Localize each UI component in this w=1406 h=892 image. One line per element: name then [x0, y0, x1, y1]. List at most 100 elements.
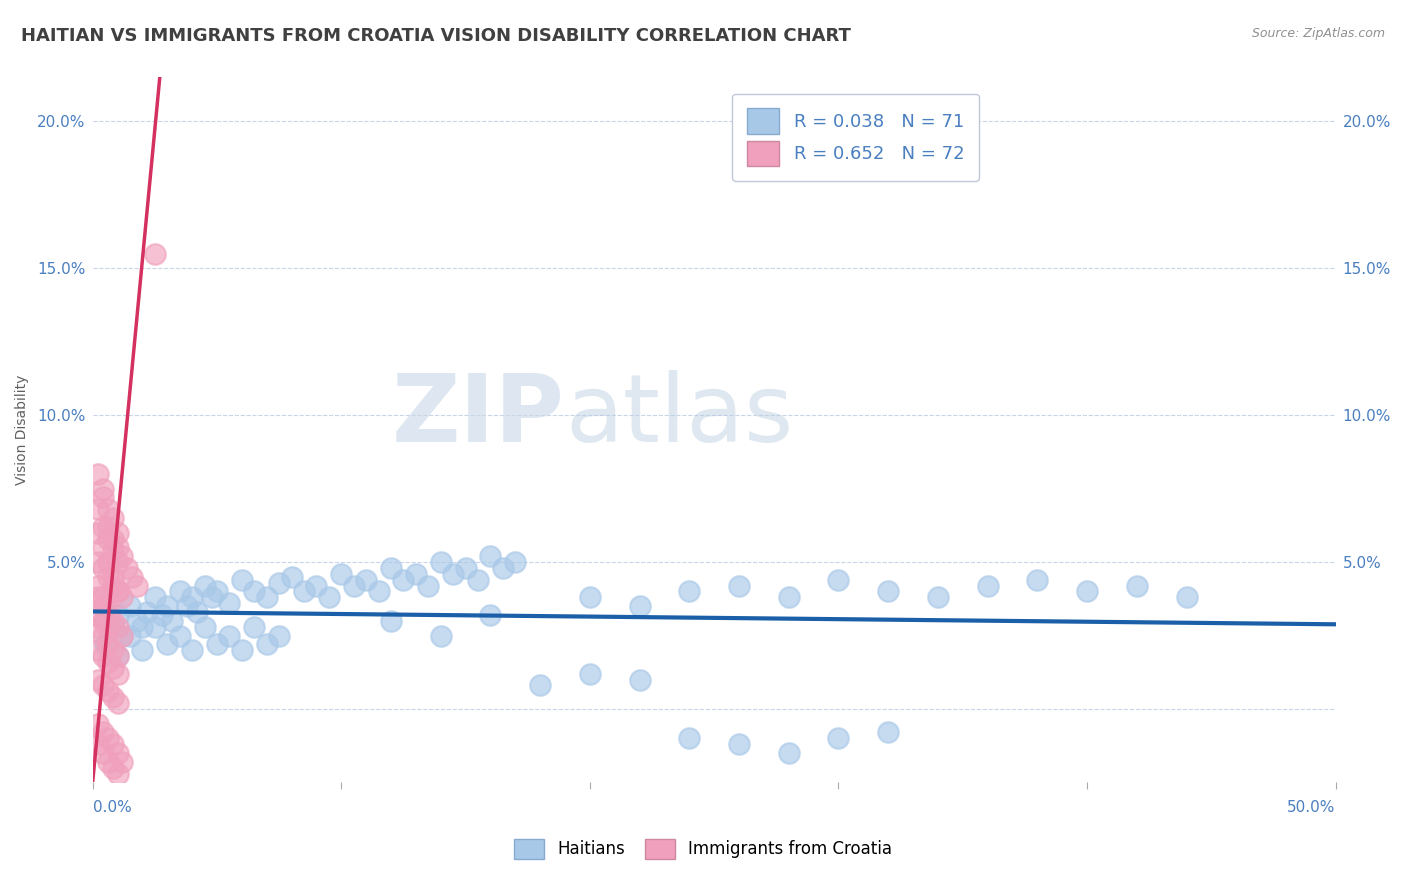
Point	[121, 570, 143, 584]
Point	[101, 511, 124, 525]
Point	[503, 555, 526, 569]
Point	[107, 696, 129, 710]
Point	[143, 620, 166, 634]
Point	[101, 661, 124, 675]
Point	[778, 591, 800, 605]
Point	[86, 643, 108, 657]
Point	[181, 591, 204, 605]
Point	[86, 607, 108, 622]
Point	[86, 620, 108, 634]
Point	[877, 584, 900, 599]
Point	[97, 620, 120, 634]
Point	[111, 628, 134, 642]
Point	[101, 761, 124, 775]
Point	[380, 614, 402, 628]
Point	[136, 605, 159, 619]
Point	[86, 578, 108, 592]
Point	[467, 573, 489, 587]
Point	[94, 637, 117, 651]
Point	[143, 591, 166, 605]
Point	[778, 746, 800, 760]
Text: ZIP: ZIP	[392, 370, 565, 462]
Point	[479, 607, 502, 622]
Point	[111, 549, 134, 564]
Point	[256, 637, 278, 651]
Point	[318, 591, 340, 605]
Point	[454, 561, 477, 575]
Point	[91, 649, 114, 664]
Legend: R = 0.038   N = 71, R = 0.652   N = 72: R = 0.038 N = 71, R = 0.652 N = 72	[733, 94, 979, 181]
Point	[94, 614, 117, 628]
Point	[86, 591, 108, 605]
Point	[186, 605, 208, 619]
Point	[678, 584, 700, 599]
Point	[343, 578, 366, 592]
Point	[101, 690, 124, 705]
Point	[111, 591, 134, 605]
Point	[169, 584, 191, 599]
Point	[107, 555, 129, 569]
Point	[418, 578, 440, 592]
Point	[107, 766, 129, 780]
Point	[86, 525, 108, 540]
Point	[91, 614, 114, 628]
Point	[201, 591, 224, 605]
Point	[97, 655, 120, 669]
Point	[107, 584, 129, 599]
Point	[927, 591, 949, 605]
Point	[160, 614, 183, 628]
Point	[579, 591, 602, 605]
Text: atlas: atlas	[565, 370, 793, 462]
Point	[579, 666, 602, 681]
Point	[218, 596, 240, 610]
Point	[405, 566, 427, 581]
Point	[269, 575, 291, 590]
Point	[107, 666, 129, 681]
Point	[193, 578, 215, 592]
Point	[91, 628, 114, 642]
Point	[97, 731, 120, 746]
Point	[479, 549, 502, 564]
Point	[1126, 578, 1149, 592]
Point	[269, 628, 291, 642]
Point	[827, 731, 849, 746]
Point	[243, 620, 266, 634]
Point	[97, 570, 120, 584]
Point	[117, 561, 139, 575]
Point	[97, 607, 120, 622]
Point	[728, 578, 751, 592]
Point	[101, 570, 124, 584]
Point	[91, 746, 114, 760]
Point	[101, 543, 124, 558]
Point	[205, 584, 228, 599]
Text: Source: ZipAtlas.com: Source: ZipAtlas.com	[1251, 27, 1385, 40]
Point	[280, 570, 302, 584]
Point	[97, 520, 120, 534]
Point	[193, 620, 215, 634]
Point	[97, 637, 120, 651]
Point	[143, 246, 166, 260]
Point	[976, 578, 998, 592]
Y-axis label: Vision Disability: Vision Disability	[15, 375, 30, 485]
Point	[91, 678, 114, 692]
Point	[305, 578, 328, 592]
Point	[877, 725, 900, 739]
Point	[107, 620, 129, 634]
Point	[91, 599, 114, 614]
Point	[1175, 591, 1198, 605]
Text: HAITIAN VS IMMIGRANTS FROM CROATIA VISION DISABILITY CORRELATION CHART: HAITIAN VS IMMIGRANTS FROM CROATIA VISIO…	[21, 27, 851, 45]
Point	[231, 643, 253, 657]
Point	[429, 628, 451, 642]
Point	[91, 725, 114, 739]
Point	[86, 716, 108, 731]
Point	[118, 628, 141, 642]
Point	[86, 555, 108, 569]
Point	[827, 573, 849, 587]
Point	[97, 684, 120, 698]
Point	[292, 584, 315, 599]
Point	[243, 584, 266, 599]
Point	[367, 584, 389, 599]
Point	[1026, 573, 1049, 587]
Point	[392, 573, 415, 587]
Point	[156, 599, 179, 614]
